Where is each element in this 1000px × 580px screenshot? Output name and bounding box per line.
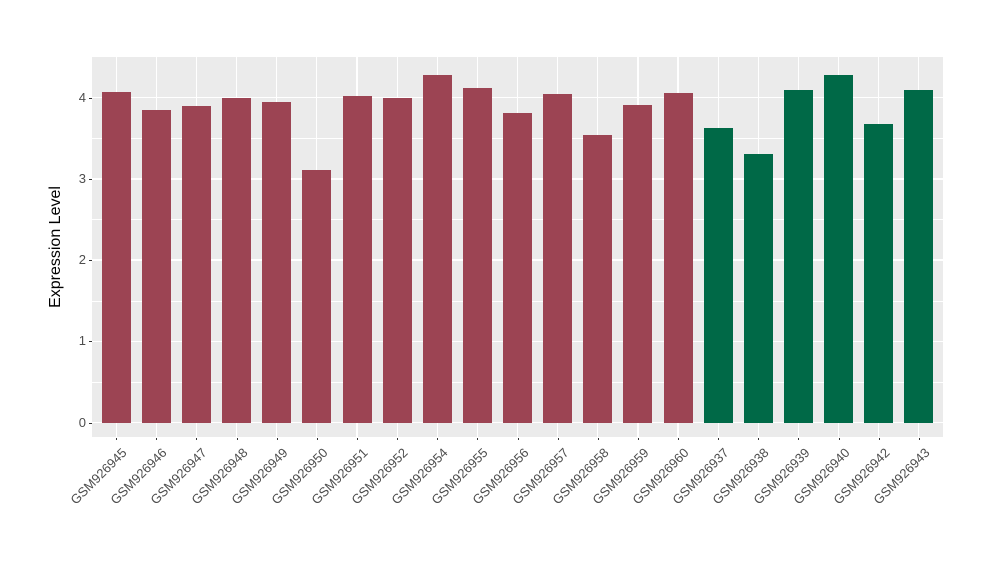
x-tick-mark [637, 437, 639, 441]
y-tick-label: 1 [78, 333, 86, 349]
y-tick-mark [88, 422, 92, 424]
y-tick-mark [88, 260, 92, 262]
y-tick-label: 0 [78, 414, 86, 430]
bar [262, 102, 292, 423]
bar [503, 112, 533, 423]
bar [101, 91, 131, 423]
gridline-major-y [92, 421, 943, 424]
x-tick-mark [597, 437, 599, 441]
bar [783, 90, 813, 423]
bar [342, 95, 372, 423]
x-tick-mark [838, 437, 840, 441]
x-tick-mark [397, 437, 399, 441]
bar [623, 104, 653, 423]
x-tick-mark [758, 437, 760, 441]
x-tick-mark [517, 437, 519, 441]
y-tick-mark [88, 97, 92, 99]
bar [422, 74, 452, 423]
bar [141, 109, 171, 423]
bar [703, 127, 733, 423]
y-tick-mark [88, 341, 92, 343]
x-tick-mark [557, 437, 559, 441]
bar [583, 134, 613, 423]
x-tick-mark [477, 437, 479, 441]
y-axis-title: Expression Level [47, 186, 64, 308]
bar [904, 90, 934, 423]
bar [743, 153, 773, 423]
y-tick-label: 4 [78, 89, 86, 105]
bar [663, 92, 693, 423]
bar [181, 105, 211, 423]
x-tick-mark [678, 437, 680, 441]
gridline-major-y [92, 96, 943, 99]
x-tick-mark [878, 437, 880, 441]
x-tick-mark [196, 437, 198, 441]
bar [222, 97, 252, 423]
x-tick-mark [437, 437, 439, 441]
bar [824, 74, 854, 423]
bar [543, 94, 573, 423]
bar [382, 97, 412, 423]
y-tick-mark [88, 178, 92, 180]
x-tick-mark [236, 437, 238, 441]
x-tick-mark [918, 437, 920, 441]
x-tick-mark [276, 437, 278, 441]
bar [302, 169, 332, 423]
y-tick-label: 3 [78, 170, 86, 186]
bar [462, 87, 492, 423]
bar [864, 124, 894, 423]
x-tick-mark [798, 437, 800, 441]
y-tick-label: 2 [78, 252, 86, 268]
x-tick-mark [116, 437, 118, 441]
x-tick-mark [357, 437, 358, 441]
x-tick-mark [156, 437, 158, 441]
x-tick-mark [718, 437, 720, 441]
x-tick-mark [316, 437, 318, 441]
